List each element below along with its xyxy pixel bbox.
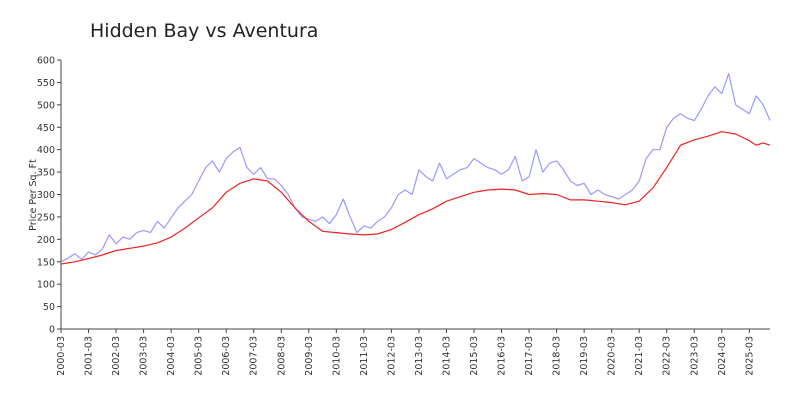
x-ticks: 2000-03 2001-03 2002-03 2003-03 2004-03 2005-… [56, 329, 755, 376]
x-tick-label: 2021-03 [634, 336, 645, 376]
y-tick-label: 350 [37, 168, 55, 179]
x-tick-label: 2007-03 [249, 336, 260, 376]
x-tick-label: 2016-03 [497, 336, 508, 376]
series-group [60, 72, 771, 265]
x-tick-label: 2002-03 [111, 336, 122, 376]
y-tick-label: 0 [49, 325, 55, 336]
y-ticks: 0 50 100 150 200 250 300 350 400 450 500 550 600 [37, 56, 61, 336]
x-tick-label: 2019-03 [579, 336, 590, 376]
series-line-1 [60, 72, 771, 263]
x-tick-label: 2024-03 [717, 336, 728, 376]
y-tick-label: 250 [37, 212, 55, 223]
x-tick-label: 2020-03 [607, 336, 618, 376]
x-tick-label: 2014-03 [441, 336, 452, 376]
x-tick-label: 2017-03 [524, 336, 535, 376]
x-tick-label: 2023-03 [689, 336, 700, 376]
y-tick-label: 150 [37, 257, 55, 268]
x-tick-label: 2001-03 [84, 336, 95, 376]
y-tick-label: 600 [37, 56, 55, 67]
x-tick-label: 2009-03 [304, 336, 315, 376]
y-tick-label: 400 [37, 145, 55, 156]
y-axis-label: Price Per Sq. Ft [28, 159, 39, 231]
y-tick-label: 300 [37, 190, 55, 201]
y-tick-label: 200 [37, 235, 55, 246]
x-tick-label: 2025-03 [744, 336, 755, 376]
x-tick-label: 2006-03 [221, 336, 232, 376]
x-tick-label: 2010-03 [331, 336, 342, 376]
x-tick-label: 2022-03 [662, 336, 673, 376]
x-tick-label: 2015-03 [469, 336, 480, 376]
y-tick-label: 500 [37, 100, 55, 111]
x-tick-label: 2012-03 [386, 336, 397, 376]
x-tick-label: 2018-03 [552, 336, 563, 376]
x-tick-label: 2004-03 [166, 336, 177, 376]
x-tick-label: 2000-03 [56, 336, 67, 376]
x-tick-label: 2005-03 [194, 336, 205, 376]
chart-title: Hidden Bay vs Aventura [90, 20, 318, 42]
x-tick-label: 2003-03 [139, 336, 150, 376]
y-tick-label: 100 [37, 280, 55, 291]
x-tick-label: 2008-03 [276, 336, 287, 376]
y-tick-label: 450 [37, 123, 55, 134]
x-tick-label: 2013-03 [414, 336, 425, 376]
series-line-2 [60, 131, 771, 265]
x-tick-label: 2011-03 [359, 336, 370, 376]
y-tick-label: 550 [37, 78, 55, 89]
y-tick-label: 50 [43, 302, 55, 313]
